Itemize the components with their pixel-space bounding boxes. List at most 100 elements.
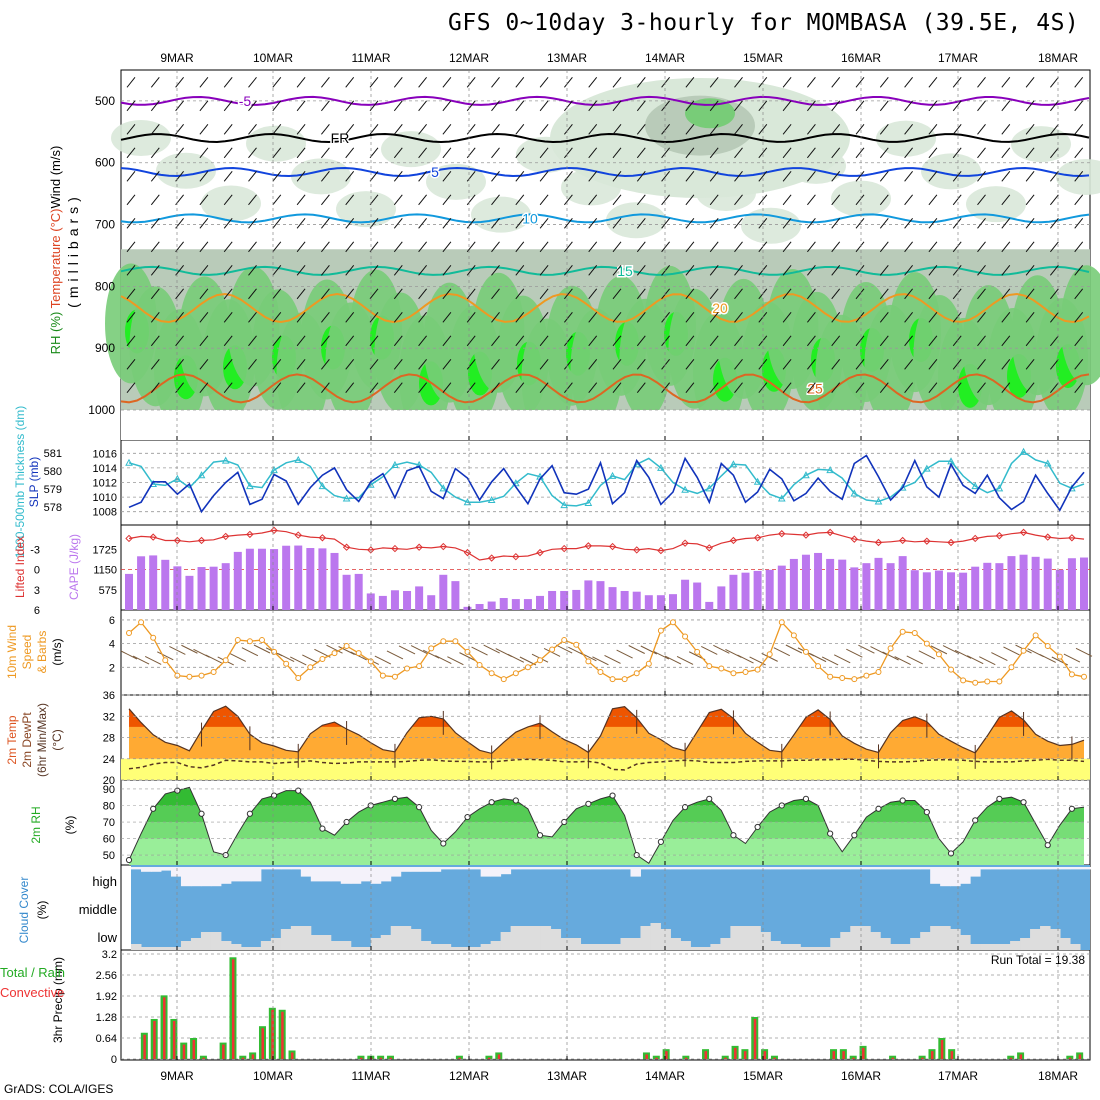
wind-barb <box>515 171 525 182</box>
wind-barb <box>175 77 184 88</box>
precip-total-bar <box>1066 1055 1074 1059</box>
wind-barb <box>1001 77 1011 88</box>
wind-barb <box>1074 124 1084 135</box>
cape-tick-label: 575 <box>99 585 117 597</box>
cape-bar <box>717 586 726 610</box>
wind10-barb <box>555 644 573 654</box>
precip-convective-bar <box>271 1009 274 1059</box>
wind-barb <box>150 382 160 394</box>
wind-barb <box>734 171 743 182</box>
wind-barb <box>296 100 306 112</box>
cape-bar <box>245 548 254 610</box>
wind-barb <box>588 241 598 253</box>
wind-speed-marker <box>960 677 967 684</box>
wind-barb <box>612 77 622 88</box>
wind-barb <box>734 358 743 370</box>
wind-barb <box>807 264 816 276</box>
wind-barb <box>442 100 452 112</box>
wind-barb <box>1050 194 1059 206</box>
cloud-low-bar <box>390 926 402 950</box>
cloud-low-bar <box>620 938 631 950</box>
wind-barb <box>685 264 695 276</box>
precip-total-label: Total / Rain <box>0 965 65 980</box>
wind-barb <box>588 147 598 159</box>
cloud-high-bar <box>230 867 242 882</box>
wind-barb <box>1050 335 1059 347</box>
cloud-high-bar <box>820 867 831 870</box>
cape-bar <box>173 566 182 610</box>
wind-barb <box>321 358 330 370</box>
wind-barb <box>248 382 257 394</box>
wind-barb <box>126 358 136 370</box>
slp-axis-label: SLP (mb) <box>27 457 41 507</box>
date-label-bottom: 13MAR <box>547 1069 587 1083</box>
wind-barb <box>199 100 209 112</box>
thickness-marker <box>657 463 665 471</box>
li-marker <box>1019 528 1028 537</box>
isotherm-label: 10 <box>522 210 538 226</box>
cape-bar <box>415 586 424 610</box>
wind-barb <box>150 147 160 159</box>
wind-barb <box>928 77 938 88</box>
wind-barb <box>418 264 427 276</box>
wind-barb <box>636 335 646 347</box>
cloud-high-bar <box>470 867 482 870</box>
cloud-high-bar <box>270 867 282 870</box>
cape-bar <box>511 599 520 610</box>
precip-convective-bar <box>163 997 166 1059</box>
wind-barb <box>345 100 355 112</box>
wind-barb <box>709 264 719 276</box>
precip-convective-bar <box>645 1054 648 1059</box>
wind-barb <box>223 171 233 182</box>
cloud-high-bar <box>680 867 691 870</box>
wind-barb <box>807 194 816 206</box>
wind-barb <box>515 241 525 253</box>
wind-barb <box>904 335 913 347</box>
cloud-high-bar <box>920 867 931 870</box>
rh-marker <box>198 810 205 817</box>
wind-barb <box>126 217 136 229</box>
cloud-low-bar <box>290 926 302 950</box>
li-marker <box>342 543 351 551</box>
rh-marker <box>996 795 1003 802</box>
cloud-high-bar <box>570 867 582 870</box>
wind10-barb <box>302 654 319 664</box>
wind-barb <box>442 288 452 300</box>
cape-bar <box>959 572 968 610</box>
rh-tick-label: 80 <box>103 800 115 812</box>
wind-speed-marker <box>210 669 217 676</box>
wind-barb <box>952 171 962 182</box>
wind-barb <box>928 100 938 112</box>
cape-bar <box>1031 556 1040 610</box>
wind-barb <box>491 241 500 253</box>
rh-marker <box>681 804 689 811</box>
li-marker <box>512 552 520 561</box>
cloud-high-bar <box>140 867 152 872</box>
wind-barb <box>1074 335 1084 347</box>
wind-tick-label: 6 <box>109 615 115 627</box>
isotherm-line <box>120 292 1090 324</box>
wind-barb <box>928 264 938 276</box>
precip-convective-bar <box>153 1020 156 1059</box>
wind-barb <box>709 77 719 88</box>
precip-convective-bar <box>1078 1054 1082 1059</box>
wind-barb <box>734 124 743 135</box>
rh-marker <box>416 804 423 811</box>
wind-barb <box>515 77 525 88</box>
wind-speed-marker <box>319 656 326 663</box>
wind-speed-marker <box>851 676 858 683</box>
thickness-tick-label: 580 <box>44 466 62 478</box>
panel-frame-2 <box>120 524 1091 611</box>
cape-bar <box>1080 557 1088 610</box>
cloud-high-bar <box>940 867 951 887</box>
wind-barb <box>831 264 841 276</box>
precip-total-bar <box>239 1055 247 1059</box>
wind-barb <box>272 124 282 135</box>
rh-marker <box>923 809 930 816</box>
wind-barb <box>199 147 209 159</box>
li-marker <box>1044 533 1052 541</box>
cloud-low-bar <box>170 947 182 950</box>
wind-barb <box>855 241 865 253</box>
cloud-high-bar <box>510 867 522 870</box>
wind-barb <box>296 288 306 300</box>
